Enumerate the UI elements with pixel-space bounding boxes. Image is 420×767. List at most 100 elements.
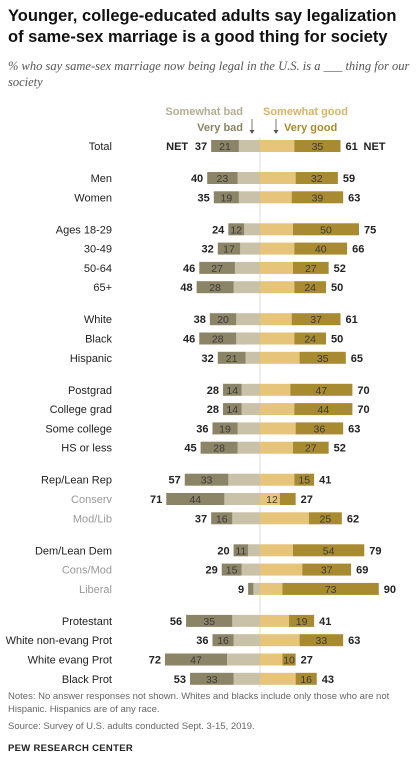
bar-very-good xyxy=(294,242,348,255)
label-very-good: 37 xyxy=(310,314,322,326)
label-very-bad: 11 xyxy=(235,545,246,557)
label-very-bad: 27 xyxy=(211,263,223,275)
label-net-good: 69 xyxy=(356,565,368,577)
label-very-bad: 16 xyxy=(217,635,229,647)
label-net-good: 63 xyxy=(348,635,360,647)
bar-very-good xyxy=(293,441,329,454)
bar-somewhat-bad xyxy=(241,383,260,396)
category-label: College grad xyxy=(50,404,112,416)
bar-somewhat-good xyxy=(260,512,309,525)
bar-somewhat-good xyxy=(260,281,295,294)
bar-very-bad xyxy=(212,422,238,435)
label-very-bad: 33 xyxy=(206,674,218,686)
label-net-good: 70 xyxy=(357,404,369,416)
category-label: Cons/Mod xyxy=(62,565,112,577)
label-net-bad: 20 xyxy=(217,545,229,557)
bar-very-good xyxy=(293,223,359,236)
category-label: 30-49 xyxy=(84,244,112,256)
label-very-good: 24 xyxy=(304,282,316,294)
label-net-good: 63 xyxy=(348,423,360,435)
label-net-bad: 57 xyxy=(169,475,181,487)
bar-somewhat-bad xyxy=(244,223,260,236)
bar-very-good xyxy=(295,672,317,685)
legend-somewhat-good: Somewhat good xyxy=(263,106,348,118)
category-label: Hispanic xyxy=(70,353,113,365)
label-net-good: 79 xyxy=(369,545,381,557)
bar-somewhat-bad xyxy=(240,242,260,255)
label-very-good: 16 xyxy=(300,674,312,686)
label-very-bad: 44 xyxy=(189,494,201,506)
label-net-good: 65 xyxy=(351,353,363,365)
label-very-good: 50 xyxy=(320,224,332,236)
label-very-bad: 21 xyxy=(226,353,238,365)
label-very-good: 15 xyxy=(298,475,310,487)
label-net-bad: 36 xyxy=(196,423,208,435)
category-label: Liberal xyxy=(79,584,112,596)
bar-very-bad xyxy=(199,261,235,274)
bar-very-bad xyxy=(209,313,237,326)
bar-very-good xyxy=(295,422,344,435)
label-very-good: 27 xyxy=(305,443,317,455)
bar-very-bad xyxy=(184,473,229,486)
chart-title: Younger, college-educated adults say leg… xyxy=(8,7,397,46)
category-label: White evang Prot xyxy=(28,655,112,667)
label-net-good: 61 xyxy=(346,314,358,326)
label-net-bad: 45 xyxy=(184,443,196,455)
label-very-bad: 35 xyxy=(203,616,215,628)
bar-very-good xyxy=(294,403,353,416)
bar-very-bad xyxy=(211,512,233,525)
label-very-bad: 20 xyxy=(217,314,229,326)
label-very-good: 73 xyxy=(325,584,337,596)
label-net-bad: 53 xyxy=(174,674,186,686)
bar-very-good xyxy=(282,582,379,595)
label-very-bad: 19 xyxy=(219,423,231,435)
label-very-bad: 23 xyxy=(217,173,229,185)
label-very-good: 35 xyxy=(317,353,329,365)
label-net-bad: 46 xyxy=(183,263,195,275)
chart-subtitle: % who say same-sex marriage now being le… xyxy=(8,59,410,89)
label-very-good: 33 xyxy=(316,635,328,647)
label-net-bad: 35 xyxy=(198,192,210,204)
label-very-bad: 16 xyxy=(216,513,228,525)
bar-somewhat-bad xyxy=(238,191,260,204)
bar-somewhat-bad xyxy=(224,493,260,505)
label-net-bad: 71 xyxy=(150,494,162,506)
bar-very-bad xyxy=(186,614,233,627)
label-net-good: 52 xyxy=(334,263,346,275)
label-very-bad: 47 xyxy=(190,655,202,667)
bar-somewhat-good xyxy=(260,473,295,486)
bar-somewhat-good xyxy=(260,140,295,152)
bar-somewhat-good xyxy=(260,313,292,326)
label-net-bad: 29 xyxy=(205,565,217,577)
category-label: Men xyxy=(91,173,112,185)
label-net-text-bad: NET xyxy=(166,141,188,153)
bar-very-bad xyxy=(248,582,254,595)
bar-somewhat-bad xyxy=(228,473,260,486)
bar-somewhat-good xyxy=(260,544,293,557)
bar-very-bad xyxy=(211,140,239,152)
chart-svg: Somewhat bad Very bad Somewhat good Very go… xyxy=(6,106,396,687)
label-very-good: 24 xyxy=(304,334,316,346)
legend-very-good: Very good xyxy=(284,122,337,134)
legend-arrow-good xyxy=(273,130,279,134)
bar-very-good xyxy=(282,653,296,666)
label-net-bad: 37 xyxy=(195,513,207,525)
bar-somewhat-good xyxy=(260,191,292,204)
bar-somewhat-bad xyxy=(253,582,260,595)
bar-somewhat-bad xyxy=(241,563,260,576)
bar-somewhat-bad xyxy=(237,422,260,435)
bar-very-bad xyxy=(233,544,249,557)
label-net-bad: 24 xyxy=(212,224,225,236)
label-net-good: 52 xyxy=(334,443,346,455)
label-net-good: 66 xyxy=(352,244,364,256)
label-very-good: 54 xyxy=(323,545,335,557)
bar-somewhat-good xyxy=(260,493,280,505)
label-net-bad: 40 xyxy=(191,173,203,185)
bar-somewhat-bad xyxy=(236,313,260,326)
bar-very-bad xyxy=(223,383,242,396)
bar-somewhat-good xyxy=(260,242,295,255)
label-net-good: 50 xyxy=(331,334,343,346)
label-very-bad: 14 xyxy=(226,404,238,416)
bar-very-bad xyxy=(166,493,225,505)
label-net-good: 90 xyxy=(384,584,396,596)
